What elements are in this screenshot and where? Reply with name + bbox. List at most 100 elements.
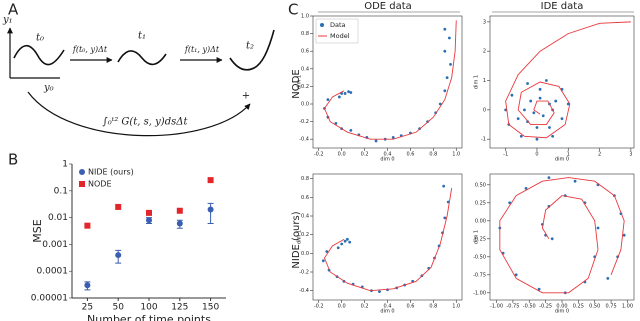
x-tick-label: 0.8: [429, 152, 437, 158]
x-tick-label: 0.0: [338, 304, 346, 310]
x-tick-label: 150: [202, 303, 219, 313]
y-tick-label: 0.2: [301, 84, 309, 90]
y-tick-label: 1.0: [301, 14, 309, 20]
x-axis-label: dim 0: [555, 309, 569, 315]
model-line: [323, 20, 457, 140]
x-tick-label: 2: [598, 152, 601, 158]
x-tick-label: -0.25: [539, 304, 552, 310]
x-tick-label: -0.2: [314, 152, 324, 158]
data-point: [538, 87, 542, 91]
data-point: [347, 90, 350, 94]
y-tick-label: 1: [483, 78, 486, 84]
data-point: [596, 226, 600, 230]
row-label: NODE: [291, 69, 302, 98]
data-point: [519, 134, 523, 138]
x-tick-label: 1.0: [452, 304, 460, 310]
data-point: [336, 246, 340, 250]
diagram-label: t₁: [138, 31, 146, 42]
y-tick-label: 0.0: [301, 102, 309, 108]
data-point: [508, 201, 512, 205]
x-tick-label: -1: [503, 152, 508, 158]
y-tick-label: -1.00: [473, 290, 486, 296]
data-point: [348, 240, 352, 244]
x-tick-label: 0.6: [406, 304, 414, 310]
x-axis-label: dim 0: [555, 157, 569, 163]
y-tick-label: -0.75: [473, 272, 486, 278]
y-tick-label: 2: [483, 49, 486, 55]
y-tick-label: 0.6: [301, 195, 309, 201]
legend-label: NIDE (ours): [88, 168, 134, 177]
data-point: [445, 76, 449, 79]
data-point: [550, 237, 554, 241]
data-point: [532, 111, 536, 115]
x-tick-label: -1.00: [490, 304, 503, 310]
data-point: [449, 63, 452, 66]
data-point: [447, 36, 451, 40]
legend-marker: [79, 169, 85, 175]
data-point: [325, 250, 329, 253]
x-tick-label: 1: [567, 152, 570, 158]
y-tick-label: -0.4: [299, 137, 309, 143]
marker: [115, 252, 122, 259]
panel-label: C: [288, 1, 298, 19]
diagram-label: t₂: [246, 41, 254, 52]
y-tick-label: 0.25: [475, 200, 486, 206]
data-point: [560, 117, 564, 121]
y-tick-label: 0.01: [48, 213, 68, 223]
legend-label: Data: [330, 21, 346, 29]
data-point: [516, 117, 520, 121]
x-tick-label: -0.75: [506, 304, 519, 310]
data-point: [537, 287, 541, 291]
x-tick-label: 0: [535, 152, 538, 158]
data-point: [438, 102, 442, 106]
y-tick-label: -0.50: [473, 254, 486, 260]
y-tick-label: -0.25: [473, 236, 486, 242]
legend-box: [315, 18, 359, 44]
data-point: [391, 136, 395, 139]
x-tick-label: 100: [140, 303, 157, 313]
model-line: [323, 187, 453, 292]
y-axis-label: dim 1: [474, 75, 480, 89]
x-axis-label: dim 0: [380, 309, 394, 315]
x-tick-label: 1.0: [452, 152, 460, 158]
x-tick-label: 0.25: [573, 304, 584, 310]
x-tick-label: 0.4: [384, 304, 392, 310]
x-tick-label: 3: [629, 152, 632, 158]
row-label: NIDE (ours): [291, 211, 302, 268]
column-header: IDE data: [541, 1, 584, 12]
x-tick-label: 0.2: [361, 152, 369, 158]
y-tick-label: 0.4: [301, 214, 309, 220]
y-axis-label: MSE: [31, 219, 44, 242]
y-tick-label: -0.4: [299, 288, 309, 294]
y-tick-label: -1: [481, 137, 486, 143]
data-point: [524, 187, 528, 190]
marker: [84, 282, 91, 289]
data-point: [526, 82, 529, 85]
curve: [229, 29, 275, 71]
x-tick-label: 0.75: [606, 304, 617, 310]
x-tick-label: 0.50: [589, 304, 600, 310]
data-point: [535, 137, 539, 141]
diagram-label: y₁: [2, 15, 13, 26]
y-tick-label: 0.0001: [37, 267, 69, 277]
data-point: [510, 93, 514, 97]
y-tick-label: 0.2: [301, 232, 309, 238]
y-tick-label: 0.8: [301, 31, 309, 37]
data-point: [443, 27, 447, 31]
diagram: [7, 27, 275, 137]
data-point: [514, 273, 518, 277]
data-point: [554, 99, 558, 103]
legend-marker: [79, 181, 85, 187]
model-line: [499, 177, 625, 294]
plot-frame: [489, 15, 635, 149]
y-tick-label: 0.00001: [31, 294, 68, 304]
data-point: [345, 237, 349, 241]
data-point: [374, 139, 378, 143]
panel-label: B: [8, 151, 18, 169]
data-point: [544, 79, 548, 82]
data-point: [538, 96, 542, 100]
panel-label: A: [8, 1, 19, 19]
y-tick-label: -0.2: [299, 270, 309, 276]
diagram-label: f(t₀, y)Δt: [72, 45, 108, 54]
marker: [207, 177, 214, 184]
